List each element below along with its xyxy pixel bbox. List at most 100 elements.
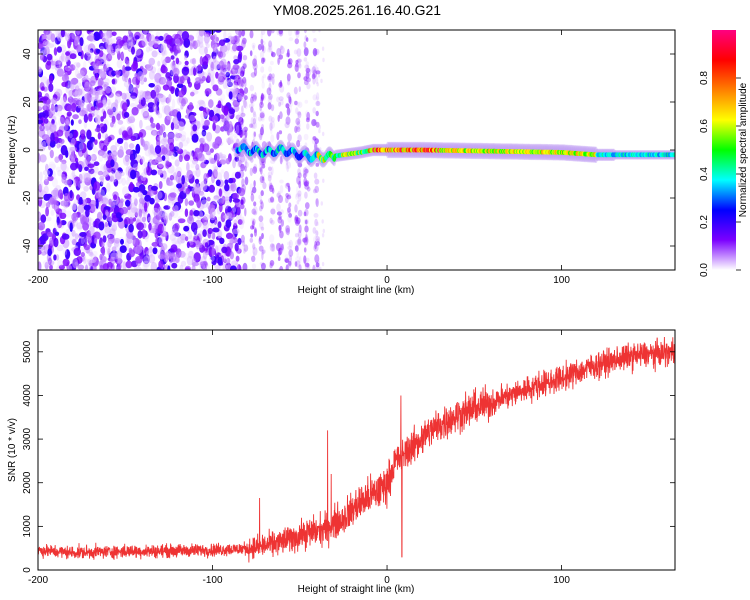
noise-cell: [212, 115, 219, 124]
noise-cell: [221, 156, 227, 165]
noise-cell: [252, 243, 256, 250]
noise-cell: [80, 216, 88, 226]
noise-cell: [152, 247, 158, 255]
noise-cell: [54, 156, 60, 163]
noise-cell: [45, 216, 52, 222]
noise-cell: [259, 105, 263, 112]
noise-cell: [117, 138, 124, 144]
noise-cell: [142, 253, 150, 265]
noise-cell: [259, 261, 265, 266]
noise-cell: [259, 163, 262, 170]
noise-cell: [93, 93, 101, 102]
noise-cell: [41, 233, 49, 242]
noise-cell: [250, 217, 254, 224]
noise-cell: [103, 32, 111, 40]
noise-cell: [237, 219, 243, 225]
noise-cell: [42, 40, 50, 46]
noise-cell: [162, 224, 166, 233]
noise-cell: [73, 220, 79, 227]
noise-cell: [316, 82, 319, 87]
noise-cell: [284, 121, 290, 129]
noise-cell: [260, 96, 263, 106]
noise-cell: [240, 153, 245, 163]
noise-cell: [259, 112, 265, 119]
noise-cell: [77, 51, 83, 57]
noise-cell: [218, 60, 225, 71]
noise-cell: [315, 96, 320, 101]
noise-cell: [233, 59, 240, 65]
noise-cell: [262, 74, 266, 79]
noise-cell: [269, 122, 273, 131]
noise-cell: [238, 159, 242, 168]
noise-cell: [279, 45, 285, 55]
noise-cell: [314, 185, 320, 193]
noise-cell: [296, 140, 301, 148]
noise-cell: [305, 257, 310, 263]
noise-cell: [257, 133, 263, 138]
noise-cell: [69, 189, 73, 199]
noise-cell: [173, 117, 179, 124]
noise-cell: [144, 149, 152, 157]
snr-x-ticks: -200 -100 0 100: [28, 330, 570, 586]
noise-cell: [144, 202, 148, 213]
noise-cell: [200, 196, 207, 205]
noise-cell: [219, 114, 225, 119]
noise-cell: [244, 95, 248, 101]
noise-cell: [99, 264, 104, 270]
noise-cell: [170, 244, 178, 253]
noise-cell: [126, 126, 133, 135]
noise-cell: [277, 55, 282, 63]
noise-cell: [106, 44, 114, 54]
noise-cell: [65, 55, 69, 63]
noise-cell: [97, 132, 102, 140]
noise-cell: [270, 134, 275, 143]
noise-cell: [76, 225, 82, 232]
noise-cell: [184, 236, 189, 242]
noise-cell: [134, 198, 138, 207]
snr-x-label: Height of straight line (km): [298, 584, 415, 595]
noise-cell: [261, 81, 265, 89]
noise-cell: [215, 187, 219, 198]
noise-cell: [200, 111, 207, 120]
noise-cell: [269, 243, 275, 252]
noise-cell: [221, 246, 228, 254]
noise-cell: [270, 243, 275, 248]
noise-cell: [250, 117, 254, 126]
noise-cell: [67, 146, 74, 153]
noise-cell: [115, 257, 123, 265]
noise-cell: [92, 250, 98, 257]
noise-cell: [305, 233, 308, 242]
noise-cell: [126, 84, 134, 92]
noise-cell: [315, 162, 320, 167]
noise-cell: [175, 133, 183, 139]
noise-cell: [38, 131, 41, 137]
noise-cell: [195, 149, 203, 159]
noise-cell: [169, 233, 176, 241]
noise-cell: [188, 102, 193, 112]
noise-cell: [230, 265, 237, 270]
noise-cell: [189, 114, 196, 122]
noise-cell: [53, 254, 57, 261]
noise-cell: [262, 182, 267, 190]
noise-cell: [269, 234, 275, 243]
noise-cell: [110, 145, 118, 152]
noise-cell: [94, 127, 101, 133]
snr-marks: [38, 336, 675, 563]
noise-cell: [225, 68, 230, 76]
noise-cell: [268, 45, 273, 53]
noise-cell: [218, 159, 227, 165]
noise-cell: [294, 215, 299, 224]
noise-cell: [288, 98, 294, 107]
noise-cell: [100, 71, 107, 80]
noise-cell: [39, 103, 47, 112]
noise-cell: [130, 135, 137, 141]
noise-cell: [130, 207, 138, 214]
noise-cell: [148, 254, 156, 264]
noise-cell: [220, 93, 226, 102]
noise-cell: [268, 93, 273, 100]
noise-cell: [296, 192, 300, 198]
noise-cell: [295, 107, 299, 115]
noise-cell: [53, 88, 60, 95]
noise-cell: [287, 104, 293, 113]
noise-cell: [219, 237, 225, 245]
